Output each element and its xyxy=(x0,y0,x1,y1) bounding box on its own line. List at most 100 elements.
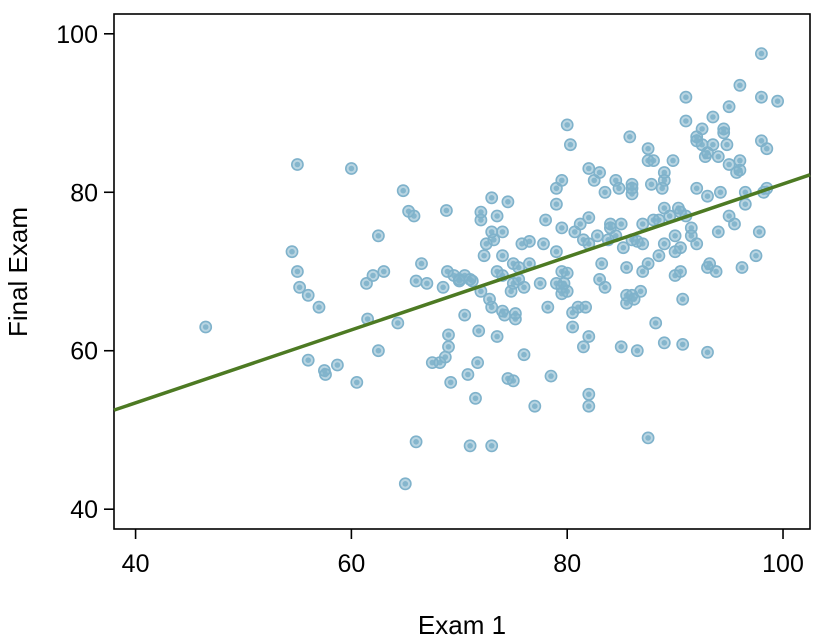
data-point xyxy=(566,320,579,334)
data-point xyxy=(533,276,547,290)
data-point xyxy=(577,340,590,354)
data-point xyxy=(614,340,628,354)
data-point xyxy=(582,237,596,251)
data-point xyxy=(690,181,704,195)
data-point xyxy=(496,249,509,263)
data-point xyxy=(485,300,499,314)
data-point xyxy=(436,280,450,294)
data-point xyxy=(564,138,577,152)
data-point xyxy=(612,181,626,195)
data-point xyxy=(461,368,475,381)
data-point xyxy=(409,274,423,288)
data-point xyxy=(555,173,569,187)
data-point xyxy=(582,399,596,413)
data-point xyxy=(371,344,385,358)
data-point xyxy=(636,217,650,231)
data-point xyxy=(573,217,587,231)
y-axis-label: Final Exam xyxy=(3,207,33,337)
data-point xyxy=(614,217,628,231)
data-point xyxy=(616,241,630,255)
regression-line xyxy=(113,173,811,412)
data-point xyxy=(444,375,458,389)
data-point xyxy=(485,439,499,453)
data-point xyxy=(517,280,531,294)
data-point xyxy=(490,330,504,343)
data-point xyxy=(657,173,671,187)
data-point xyxy=(517,348,531,362)
data-point xyxy=(442,328,455,342)
data-point xyxy=(657,237,671,251)
data-point xyxy=(701,345,714,359)
y-tick-label: 40 xyxy=(70,496,98,524)
data-point xyxy=(604,217,617,231)
data-point xyxy=(528,399,542,413)
data-point xyxy=(537,237,550,251)
data-point xyxy=(509,307,522,320)
data-point xyxy=(490,209,504,223)
data-point xyxy=(398,477,412,491)
data-point xyxy=(471,356,484,369)
data-point xyxy=(496,225,509,239)
data-point xyxy=(645,177,658,191)
data-point xyxy=(657,336,671,350)
data-point xyxy=(674,265,687,278)
y-tick-label: 80 xyxy=(70,179,98,207)
data-point xyxy=(706,138,720,152)
data-point xyxy=(407,209,421,223)
data-point xyxy=(544,369,558,383)
y-axis-ticks: 40 60 80 100 xyxy=(56,21,114,524)
x-axis-label: Exam 1 xyxy=(418,610,506,640)
x-axis-ticks: 40 60 80 100 xyxy=(122,529,804,578)
data-point xyxy=(755,90,768,104)
data-point xyxy=(560,118,574,132)
data-point xyxy=(676,337,690,351)
data-point xyxy=(728,217,741,231)
data-point xyxy=(738,197,752,211)
data-point xyxy=(674,241,687,255)
data-point xyxy=(463,439,477,453)
data-point xyxy=(690,237,704,251)
data-point xyxy=(550,197,563,211)
data-point xyxy=(301,288,315,302)
data-point xyxy=(539,213,552,227)
data-point xyxy=(733,163,747,177)
data-point xyxy=(560,266,574,280)
y-tick-label: 60 xyxy=(70,338,98,366)
data-point xyxy=(438,350,452,364)
data-point xyxy=(396,184,410,198)
data-point xyxy=(735,261,749,274)
data-point xyxy=(301,353,315,367)
data-point xyxy=(663,209,677,223)
data-points xyxy=(199,47,784,491)
data-point xyxy=(560,284,574,298)
data-point xyxy=(498,308,511,322)
data-point xyxy=(523,234,536,248)
data-point xyxy=(465,274,479,288)
data-point xyxy=(474,213,488,227)
data-point xyxy=(523,257,536,270)
data-point xyxy=(472,324,486,338)
data-point xyxy=(701,189,714,203)
data-point xyxy=(285,245,299,259)
data-point xyxy=(555,221,569,235)
data-point xyxy=(649,316,663,330)
data-point xyxy=(595,257,609,270)
data-point xyxy=(391,316,405,330)
data-point xyxy=(350,375,364,389)
data-point xyxy=(442,340,455,354)
data-point xyxy=(714,185,727,199)
data-point xyxy=(469,391,482,405)
plot-frame xyxy=(113,13,811,530)
data-point xyxy=(623,130,637,144)
data-point xyxy=(679,90,693,104)
y-tick-label: 100 xyxy=(56,21,98,49)
data-point xyxy=(711,225,725,239)
data-point xyxy=(312,300,326,314)
data-point xyxy=(720,138,734,152)
data-point xyxy=(477,249,491,263)
data-point xyxy=(722,158,736,171)
data-point xyxy=(641,431,655,445)
data-point xyxy=(582,387,596,401)
data-point xyxy=(647,154,660,167)
data-point xyxy=(415,257,428,270)
